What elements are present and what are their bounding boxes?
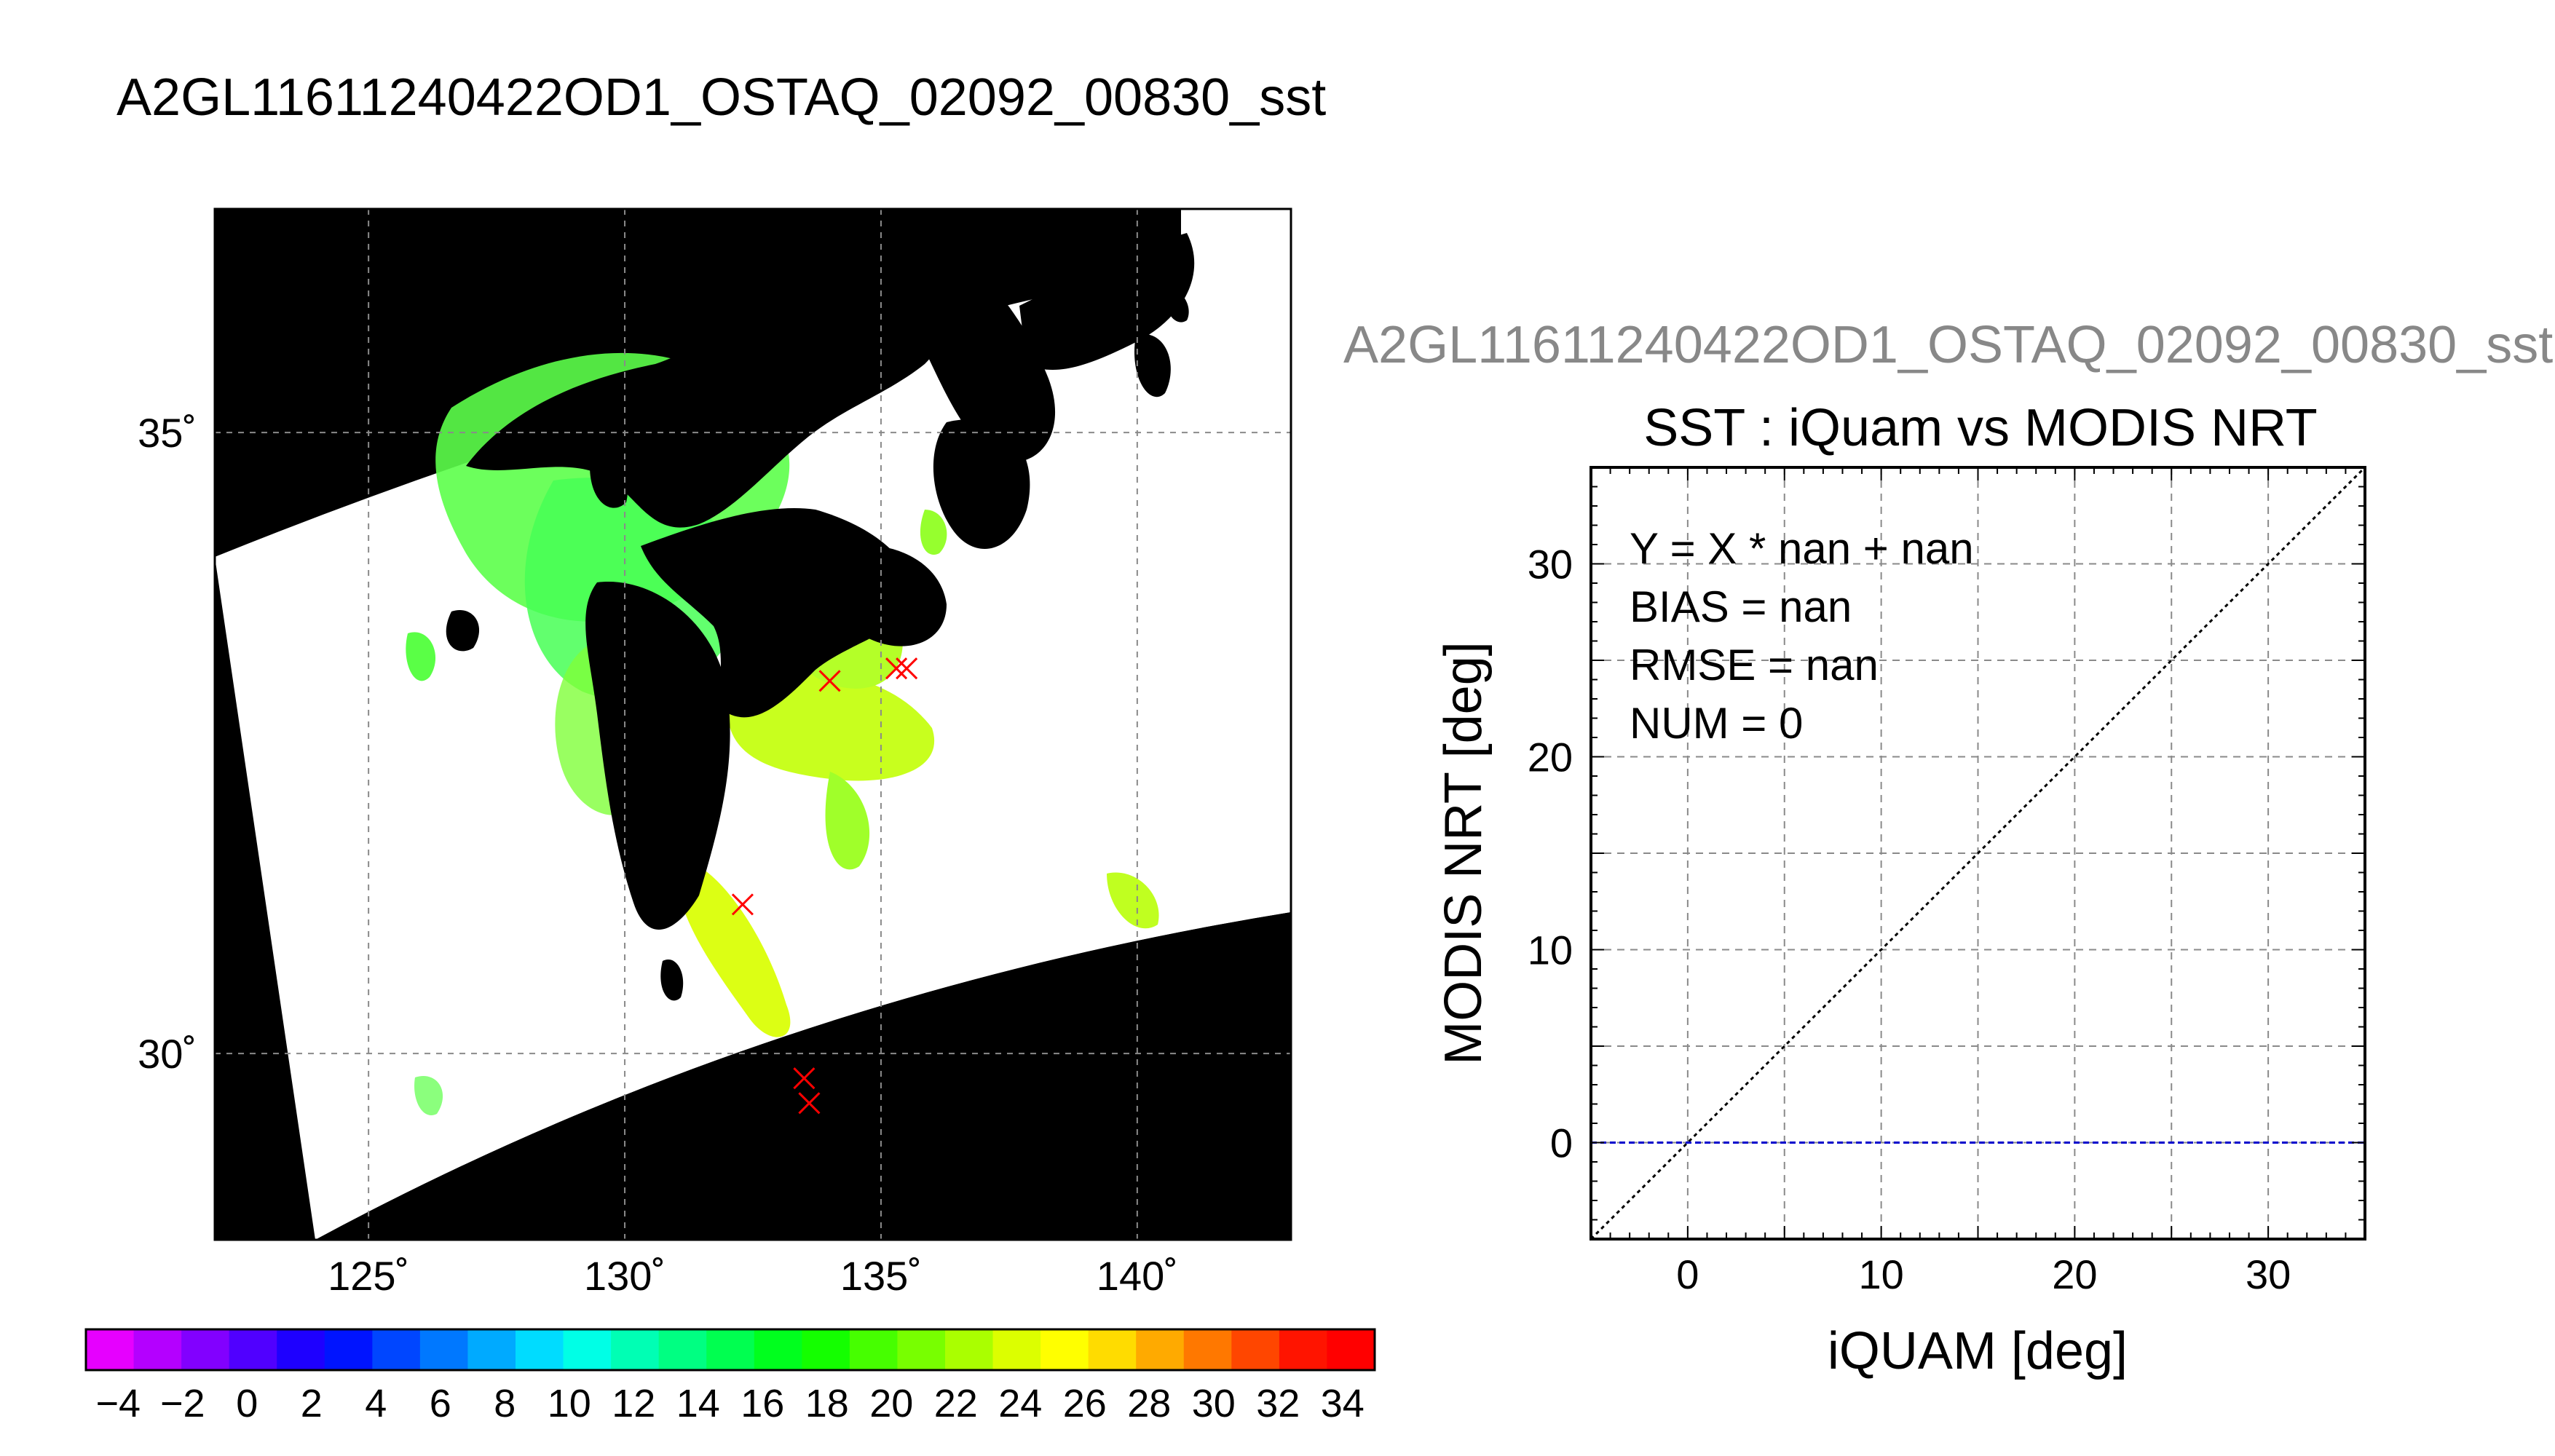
identity-line [1590, 466, 2366, 1241]
scatter-y-axis-label: MODIS NRT [deg] [1434, 641, 1493, 1065]
colorbar-cell [611, 1329, 660, 1370]
colorbar-cell [516, 1329, 564, 1370]
colorbar-cell [1040, 1329, 1089, 1370]
colorbar-cell [802, 1329, 850, 1370]
scatter-y-tick-label: 10 [1528, 927, 1573, 973]
page-title: A2GL11611240422OD1_OSTAQ_02092_00830_sst [117, 68, 1326, 127]
colorbar-tick-label: 10 [548, 1382, 591, 1425]
colorbar-cell [181, 1329, 230, 1370]
scatter-y-tick-label: 20 [1528, 735, 1573, 780]
scatter-subtitle: A2GL11611240422OD1_OSTAQ_02092_00830_sst [1343, 316, 2553, 374]
colorbar-tick-label: 26 [1063, 1382, 1107, 1425]
colorbar-tick-label: −4 [95, 1382, 141, 1425]
scatter-x-tick-label: 20 [2052, 1251, 2097, 1297]
scatter-y-tick-labels: 0 10 20 30 [1528, 542, 1573, 1166]
colorbar-tick-label: 20 [869, 1382, 913, 1425]
map-marker [731, 893, 754, 916]
scatter-x-tick-labels: 0 10 20 30 [1676, 1251, 2291, 1297]
colorbar-cell [1136, 1329, 1185, 1370]
map-frame [213, 207, 1292, 1241]
colorbar-frame [84, 1328, 1376, 1372]
colorbar-tick-label: 14 [676, 1382, 720, 1425]
scatter-x-tick-label: 0 [1676, 1251, 1699, 1297]
colorbar-cell [277, 1329, 325, 1370]
colorbar-cell [706, 1329, 755, 1370]
scatter-stat-line: Y = X * nan + nan [1630, 524, 1974, 573]
colorbar-cell [992, 1329, 1041, 1370]
colorbar-tick-label: 32 [1256, 1382, 1300, 1425]
colorbar-cell [945, 1329, 994, 1370]
map-marker [798, 1092, 821, 1115]
map-x-tick-label: 135˚ [840, 1253, 922, 1299]
colorbar-cell [467, 1329, 516, 1370]
colorbar-tick-label: 18 [805, 1382, 849, 1425]
colorbar-cell [229, 1329, 277, 1370]
map-x-tick-label: 125˚ [328, 1253, 409, 1299]
map-y-tick-label: 30˚ [138, 1031, 197, 1077]
scatter-stat-line: RMSE = nan [1630, 641, 1879, 689]
colorbar-tick-label: 28 [1127, 1382, 1171, 1425]
colorbar-tick-label: 8 [494, 1382, 516, 1425]
map-grid [215, 209, 1291, 1240]
scatter-reference-lines [1590, 466, 2366, 1241]
sst-map: 125˚ 130˚ 135˚ 140˚ 30˚ 35˚ [138, 207, 1292, 1299]
colorbar-cell [1279, 1329, 1328, 1370]
map-swath-left-edge [215, 557, 315, 1240]
colorbar-cell [658, 1329, 707, 1370]
scatter-stat-line: NUM = 0 [1630, 699, 1803, 748]
colorbar-cell [754, 1329, 802, 1370]
colorbar-cell [1327, 1329, 1375, 1370]
colorbar-tick-label: 30 [1192, 1382, 1236, 1425]
colorbar-cell [849, 1329, 899, 1370]
colorbar-cells [86, 1329, 1375, 1370]
map-x-tick-label: 140˚ [1097, 1253, 1178, 1299]
colorbar: −4 −2 0 2 4 6 8 10 12 14 16 18 20 22 24 26 28 30 32 34 [84, 1328, 1376, 1425]
scatter-ticks [1590, 467, 2366, 1240]
colorbar-tick-label: 2 [301, 1382, 323, 1425]
colorbar-tick-label: 16 [741, 1382, 784, 1425]
colorbar-tick-label: 22 [934, 1382, 978, 1425]
scatter-x-tick-label: 10 [1858, 1251, 1903, 1297]
colorbar-cell [324, 1329, 373, 1370]
scatter-title: SST : iQuam vs MODIS NRT [1643, 399, 2318, 457]
colorbar-tick-label: 0 [236, 1382, 258, 1425]
scatter-stat-line: BIAS = nan [1630, 582, 1852, 631]
map-marker [885, 657, 908, 680]
scatter-x-axis-label: iQUAM [deg] [1828, 1322, 2128, 1380]
map-y-tick-labels: 30˚ 35˚ [138, 410, 197, 1077]
colorbar-cell [1088, 1329, 1137, 1370]
colorbar-cell [372, 1329, 421, 1370]
colorbar-tick-labels: −4 −2 0 2 4 6 8 10 12 14 16 18 20 22 24 26 28 30 32 34 [95, 1382, 1364, 1425]
scatter-x-tick-label: 30 [2246, 1251, 2291, 1297]
map-markers [731, 657, 918, 1115]
scatter-stats: Y = X * nan + nan BIAS = nan RMSE = nan NUM… [1630, 524, 1974, 748]
colorbar-cell [563, 1329, 612, 1370]
colorbar-tick-label: −2 [160, 1382, 205, 1425]
map-marker [818, 670, 841, 692]
colorbar-tick-label: 24 [998, 1382, 1042, 1425]
map-marker [793, 1067, 816, 1090]
map-y-tick-label: 35˚ [138, 410, 197, 456]
colorbar-cell [419, 1329, 469, 1370]
colorbar-cell [1231, 1329, 1280, 1370]
map-x-tick-labels: 125˚ 130˚ 135˚ 140˚ [328, 1253, 1178, 1299]
colorbar-cell [897, 1329, 946, 1370]
scatter-chart: A2GL11611240422OD1_OSTAQ_02092_00830_sst… [1343, 316, 2553, 1380]
scatter-y-tick-label: 30 [1528, 542, 1573, 587]
colorbar-cell [1183, 1329, 1232, 1370]
colorbar-cell [133, 1329, 182, 1370]
map-x-tick-label: 130˚ [584, 1253, 666, 1299]
scatter-y-tick-label: 0 [1550, 1120, 1573, 1166]
colorbar-tick-label: 6 [430, 1382, 451, 1425]
colorbar-tick-label: 4 [365, 1382, 387, 1425]
colorbar-tick-label: 34 [1321, 1382, 1365, 1425]
colorbar-cell [86, 1329, 135, 1370]
colorbar-tick-label: 12 [612, 1382, 655, 1425]
map-marker [896, 657, 918, 680]
land-masses [446, 233, 1195, 1001]
